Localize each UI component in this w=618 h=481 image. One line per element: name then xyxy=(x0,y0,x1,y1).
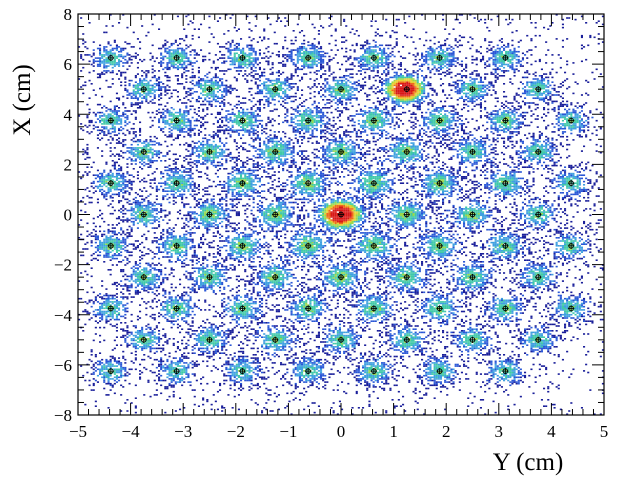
y-tick-label: 4 xyxy=(64,105,73,124)
x-tick-label: −1 xyxy=(279,422,297,441)
y-tick-label: 8 xyxy=(64,5,73,24)
y-tick-label: −2 xyxy=(54,256,72,275)
y-tick-label: 0 xyxy=(64,206,73,225)
y-tick-label: −4 xyxy=(54,306,73,325)
x-tick-label: 1 xyxy=(389,422,398,441)
x-tick-label: −3 xyxy=(174,422,192,441)
x-tick-label: 4 xyxy=(547,422,556,441)
x-tick-label: −4 xyxy=(122,422,141,441)
y-tick-label: −6 xyxy=(54,356,72,375)
y-tick-label: 2 xyxy=(64,155,73,174)
y-tick-label: −8 xyxy=(54,406,72,425)
x-tick-label: −2 xyxy=(227,422,245,441)
x-tick-label: 0 xyxy=(337,422,346,441)
x-tick-label: 3 xyxy=(495,422,504,441)
x-axis-title: Y (cm) xyxy=(493,449,564,476)
y-axis-title: X (cm) xyxy=(9,64,36,136)
x-tick-label: 2 xyxy=(442,422,451,441)
y-tick-label: 6 xyxy=(64,55,73,74)
x-tick-label: 5 xyxy=(600,422,609,441)
